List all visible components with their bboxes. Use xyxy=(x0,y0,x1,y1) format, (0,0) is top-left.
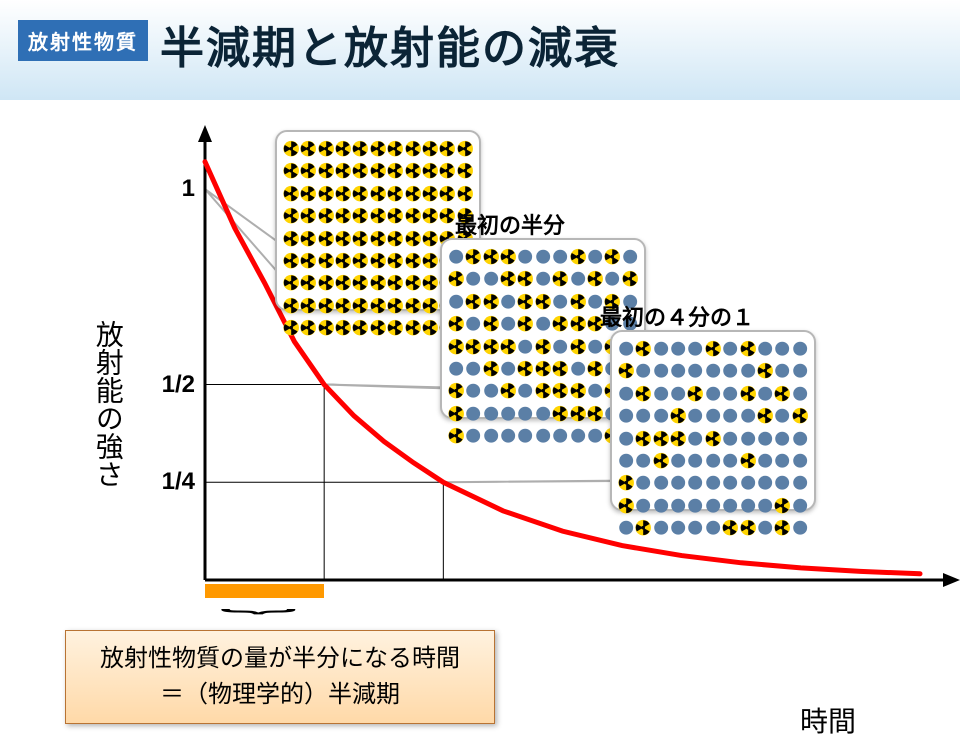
ytick-1-2: 1/2 xyxy=(145,371,195,399)
halflife-line1: 放射性物質の量が半分になる時間 xyxy=(100,645,460,672)
halflife-textbox: 放射性物質の量が半分になる時間 ＝（物理学的）半減期 xyxy=(65,630,495,724)
category-badge: 放射性物質 xyxy=(18,20,148,61)
callout-half-label: 最初の半分 xyxy=(455,208,565,240)
decay-chart: 放射能の強さ 時間 1 1/2 1/4 最初の半分 最初の４分の１ ⏟ 放射性物… xyxy=(0,110,960,720)
page-title: 半減期と放射能の減衰 xyxy=(160,12,620,76)
callout-quarter xyxy=(610,330,816,511)
halflife-line2: ＝（物理学的）半減期 xyxy=(160,681,400,708)
ytick-1-4: 1/4 xyxy=(145,468,195,496)
halflife-bracket: ⏟ xyxy=(220,586,297,613)
callout-quarter-label: 最初の４分の１ xyxy=(600,300,754,332)
ytick-1: 1 xyxy=(145,175,195,203)
